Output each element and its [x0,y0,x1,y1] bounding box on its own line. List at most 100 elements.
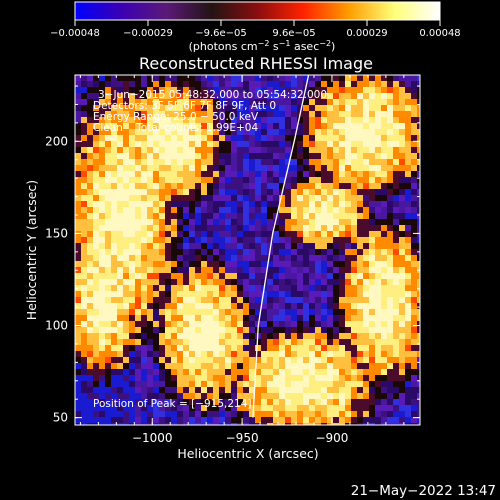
heatmap-cell [417,123,420,130]
heatmap-cell [285,345,292,352]
heatmap-cell [351,117,358,124]
heatmap-cell [381,129,388,136]
heatmap-cell [183,333,190,340]
heatmap-cell [387,273,394,280]
heatmap-cell [393,105,400,112]
heatmap-cell [75,315,82,322]
heatmap-cell [369,153,376,160]
x-axis-ticks: −1000 −950 −900 [79,75,405,445]
heatmap-cell [183,123,190,130]
heatmap-cell [231,249,238,256]
heatmap-cell [165,261,172,268]
heatmap-cell [351,399,358,406]
heatmap-cell [81,315,88,322]
heatmap-cell [165,285,172,292]
heatmap-cell [75,321,82,328]
heatmap-cell [129,321,136,328]
heatmap-cell [129,105,136,112]
heatmap-cell [147,315,154,322]
heatmap-cell [267,195,274,202]
heatmap-cell [267,297,274,304]
heatmap-cell [279,243,286,250]
heatmap-cell [123,117,130,124]
heatmap-cell [195,411,202,418]
heatmap-cell [339,123,346,130]
heatmap-cell [339,147,346,154]
heatmap-cell [291,81,298,88]
heatmap-cell [279,381,286,388]
heatmap-cell [105,213,112,220]
heatmap-cell [255,171,262,178]
heatmap-cell [387,327,394,334]
heatmap-cell [195,135,202,142]
heatmap-cell [405,129,412,136]
heatmap-cell [141,219,148,226]
heatmap-cell [351,111,358,118]
heatmap-cell [147,189,154,196]
heatmap-cell [75,237,82,244]
heatmap-cell [117,147,124,154]
heatmap-cell [219,351,226,358]
heatmap-cell [279,165,286,172]
heatmap-cell [291,369,298,376]
heatmap-cell [345,297,352,304]
heatmap-cell [171,327,178,334]
heatmap-cell [243,369,250,376]
heatmap-cell [207,375,214,382]
heatmap-cell [309,291,316,298]
heatmap-cell [369,123,376,130]
heatmap-cell [165,237,172,244]
heatmap-cell [153,315,160,322]
heatmap-cell [285,87,292,94]
heatmap-cell [279,417,286,424]
heatmap-cell [261,345,268,352]
heatmap-cell [363,411,370,418]
heatmap-cell [189,423,196,425]
heatmap-cell [93,225,100,232]
heatmap-cell [345,171,352,178]
heatmap-cell [261,267,268,274]
heatmap-cell [135,345,142,352]
heatmap-cell [237,399,244,406]
heatmap-cell [237,405,244,412]
heatmap-cell [273,141,280,148]
heatmap-cell [339,207,346,214]
heatmap-cell [285,159,292,166]
heatmap-cell [411,363,418,370]
heatmap-cell [147,111,154,118]
heatmap-cell [321,123,328,130]
heatmap-cell [189,87,196,94]
heatmap-cell [195,201,202,208]
heatmap-cell [381,309,388,316]
heatmap-cell [225,279,232,286]
heatmap-cell [135,375,142,382]
heatmap-cell [399,183,406,190]
heatmap-cell [315,219,322,226]
heatmap-cell [237,147,244,154]
heatmap-cell [237,171,244,178]
heatmap-cell [255,381,262,388]
heatmap-cell [141,273,148,280]
heatmap-cell [279,279,286,286]
heatmap-cell [351,315,358,322]
heatmap-cell [219,357,226,364]
heatmap-cell [135,273,142,280]
heatmap-cell [411,261,418,268]
heatmap-cell [93,213,100,220]
heatmap-cell [75,393,82,400]
heatmap-cell [249,351,256,358]
heatmap-cell [309,189,316,196]
heatmap-cell [345,105,352,112]
heatmap-cell [123,351,130,358]
heatmap-cell [339,213,346,220]
heatmap-cell [363,273,370,280]
heatmap-cell [183,81,190,88]
heatmap-cell [147,357,154,364]
heatmap-cell [111,201,118,208]
heatmap-cell [105,273,112,280]
heatmap-cell [345,417,352,424]
heatmap-cell [315,297,322,304]
heatmap-cell [183,213,190,220]
heatmap-cell [183,237,190,244]
heatmap-cell [285,195,292,202]
